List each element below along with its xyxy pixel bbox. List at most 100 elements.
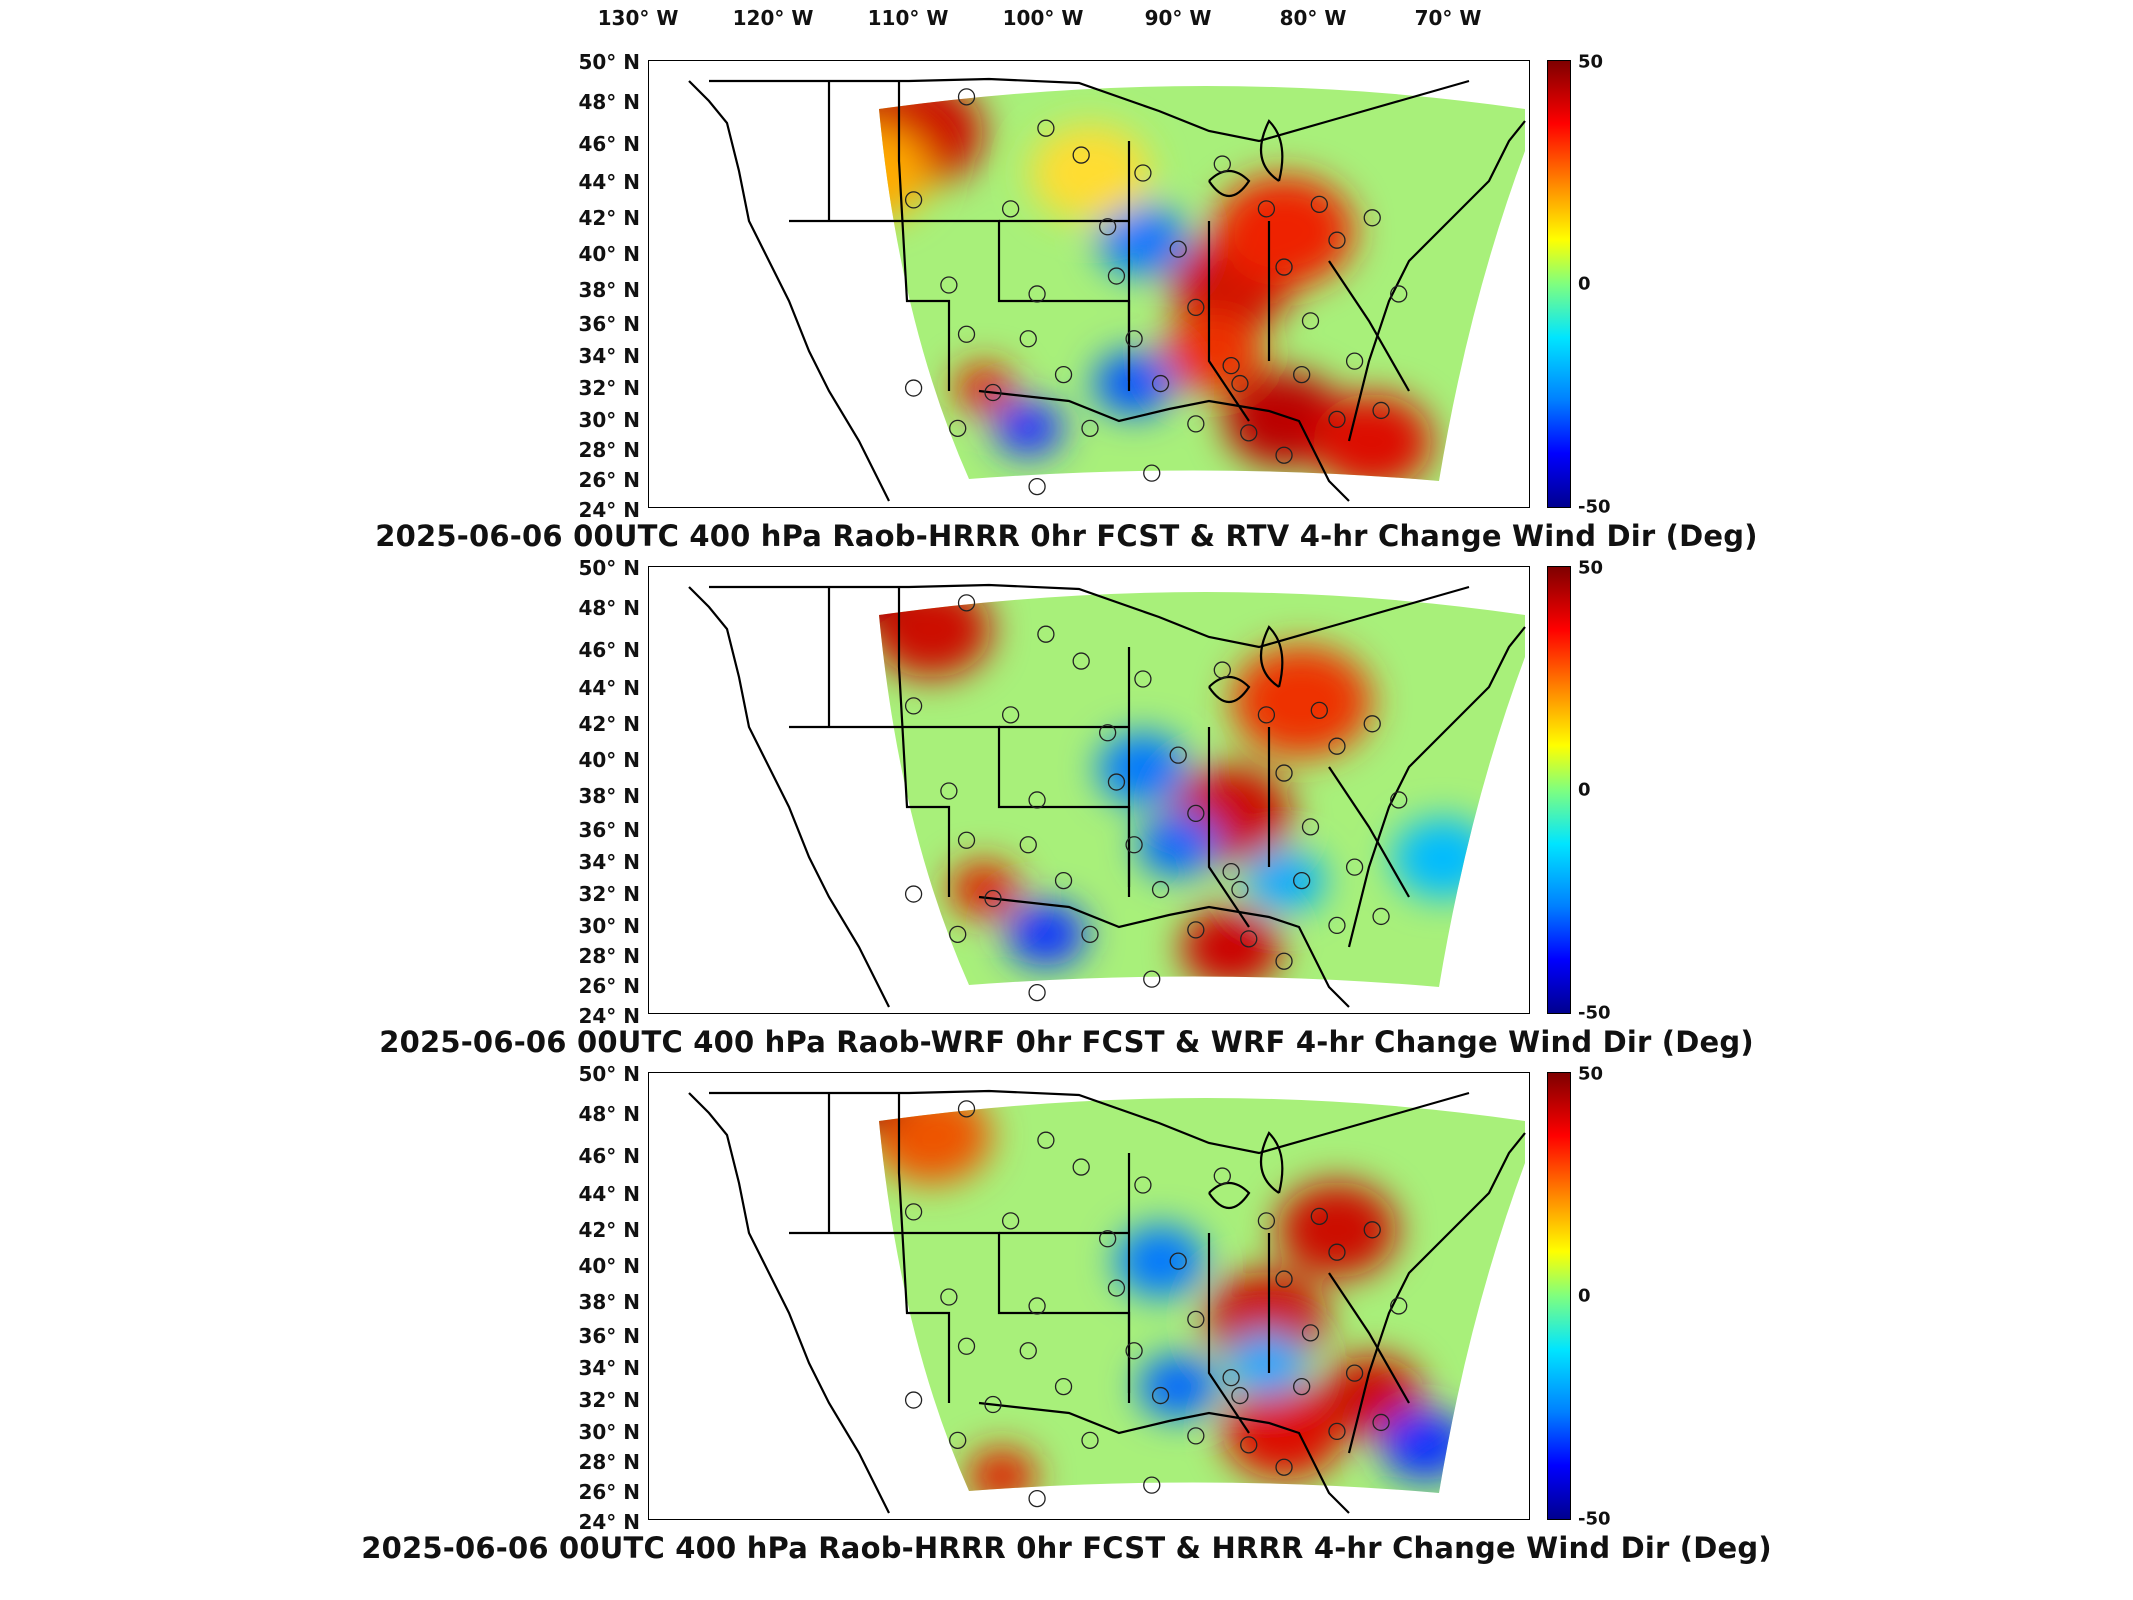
anomaly-patch: [879, 125, 930, 221]
raob-station-marker: [1125, 836, 1143, 854]
raob-station-marker: [1098, 218, 1117, 236]
raob-station-marker: [1257, 1212, 1276, 1230]
raob-station-marker: [904, 1203, 923, 1221]
anomaly-patch: [1115, 1225, 1206, 1298]
colorbar-min: -50: [1578, 1002, 1611, 1024]
raob-station-marker: [1134, 670, 1152, 688]
colorbar: [1547, 1072, 1571, 1520]
raob-station-marker: [1275, 952, 1293, 970]
raob-station-marker: [1187, 921, 1205, 939]
raob-station-marker: [984, 889, 1002, 908]
boundary-line: [709, 77, 1470, 143]
anomaly-patch: [1030, 125, 1150, 221]
boundary-line: [999, 647, 1410, 928]
raob-station-marker: [1028, 477, 1046, 496]
boundary-line: [709, 1089, 1470, 1155]
raob-station-marker: [1293, 365, 1311, 384]
raob-station-marker: [1301, 1324, 1320, 1342]
lat-label: 26° N: [578, 974, 640, 998]
raob-station-marker: [940, 1288, 958, 1306]
lat-label: 30° N: [578, 408, 640, 432]
raob-station-marker: [1240, 1436, 1258, 1454]
raob-station-marker: [1019, 836, 1037, 854]
anomaly-patch: [1094, 351, 1175, 416]
raob-station-marker: [957, 1337, 976, 1355]
raob-station-marker: [1037, 1131, 1055, 1149]
colorbar-mid: 0: [1578, 1285, 1591, 1307]
boundary-line: [978, 389, 1350, 502]
raob-station-marker: [1081, 925, 1099, 944]
boundary-line: [1347, 626, 1526, 948]
anomaly-patch: [879, 86, 984, 189]
lat-label: 38° N: [578, 278, 640, 302]
colorbar-min: -50: [1578, 1508, 1611, 1530]
lat-label: 50° N: [578, 1062, 640, 1086]
raob-station-marker: [1328, 737, 1346, 755]
raob-station-marker: [1107, 773, 1126, 791]
lon-label: 70° W: [1414, 6, 1482, 30]
raob-station-marker: [1028, 1297, 1046, 1315]
raob-station-marker: [957, 88, 976, 106]
raob-station-marker: [1275, 1458, 1293, 1476]
anomaly-patch: [1231, 645, 1372, 758]
lat-label: 42° N: [578, 206, 640, 230]
raob-station-marker: [1081, 1431, 1099, 1450]
lat-label: 24° N: [578, 498, 640, 522]
raob-station-marker: [1037, 119, 1055, 137]
colorbar-min: -50: [1578, 496, 1611, 518]
raob-station-marker: [957, 594, 976, 612]
raob-station-marker: [1213, 155, 1231, 173]
panel-title: 2025-06-06 00UTC 400 hPa Raob-HRRR 0hr F…: [361, 1531, 1772, 1565]
wind-field: [879, 86, 1525, 481]
lat-label: 42° N: [578, 1218, 640, 1242]
lat-label: 30° N: [578, 1420, 640, 1444]
raob-station-marker: [1222, 356, 1240, 375]
anomaly-patch: [879, 592, 992, 678]
raob-station-marker: [1213, 661, 1231, 679]
anomaly-patch: [1244, 848, 1325, 913]
lat-label: 32° N: [578, 1388, 640, 1412]
boundary-line: [1347, 1132, 1526, 1454]
raob-station-marker: [1019, 330, 1037, 348]
lat-label: 48° N: [578, 90, 640, 114]
anomaly-patch: [1392, 818, 1493, 899]
anomaly-patch: [1226, 1332, 1307, 1397]
raob-station-marker: [1328, 1243, 1346, 1261]
raob-station-marker: [957, 325, 976, 343]
colorbar-max: 50: [1578, 557, 1604, 579]
raob-station-marker: [940, 276, 958, 294]
raob-station-marker: [1143, 464, 1161, 482]
raob-station-marker: [1231, 880, 1249, 899]
raob-station-marker: [1054, 1377, 1073, 1396]
raob-station-marker: [1345, 1364, 1364, 1382]
anomaly-patch: [879, 1098, 992, 1184]
anomaly-patch: [1181, 907, 1282, 987]
wind-direction-map: [648, 1072, 1530, 1520]
lon-label: 100° W: [1002, 6, 1084, 30]
lon-label: 130° W: [597, 6, 679, 30]
colorbar: [1547, 566, 1571, 1014]
anomaly-patch: [1097, 204, 1188, 277]
raob-station-marker: [1345, 858, 1364, 876]
lat-label: 48° N: [578, 596, 640, 620]
raob-station-marker: [957, 831, 976, 849]
raob-station-marker: [1037, 625, 1055, 643]
raob-station-marker: [1328, 231, 1346, 249]
lat-label: 34° N: [578, 344, 640, 368]
lat-label: 34° N: [578, 1356, 640, 1380]
raob-station-marker: [1072, 146, 1090, 164]
raob-station-marker: [1107, 1279, 1126, 1297]
raob-station-marker: [1081, 419, 1099, 438]
raob-station-marker: [1187, 1427, 1205, 1445]
raob-station-marker: [1134, 164, 1152, 182]
raob-station-marker: [1310, 195, 1328, 214]
colorbar: [1547, 60, 1571, 508]
lat-label: 28° N: [578, 438, 640, 462]
lat-label: 40° N: [578, 748, 640, 772]
raob-station-marker: [1028, 1489, 1046, 1508]
raob-station-marker: [1390, 285, 1408, 303]
lat-label: 44° N: [578, 170, 640, 194]
lat-label: 28° N: [578, 944, 640, 968]
raob-station-marker: [1328, 1422, 1346, 1441]
lon-label: 80° W: [1279, 6, 1347, 30]
